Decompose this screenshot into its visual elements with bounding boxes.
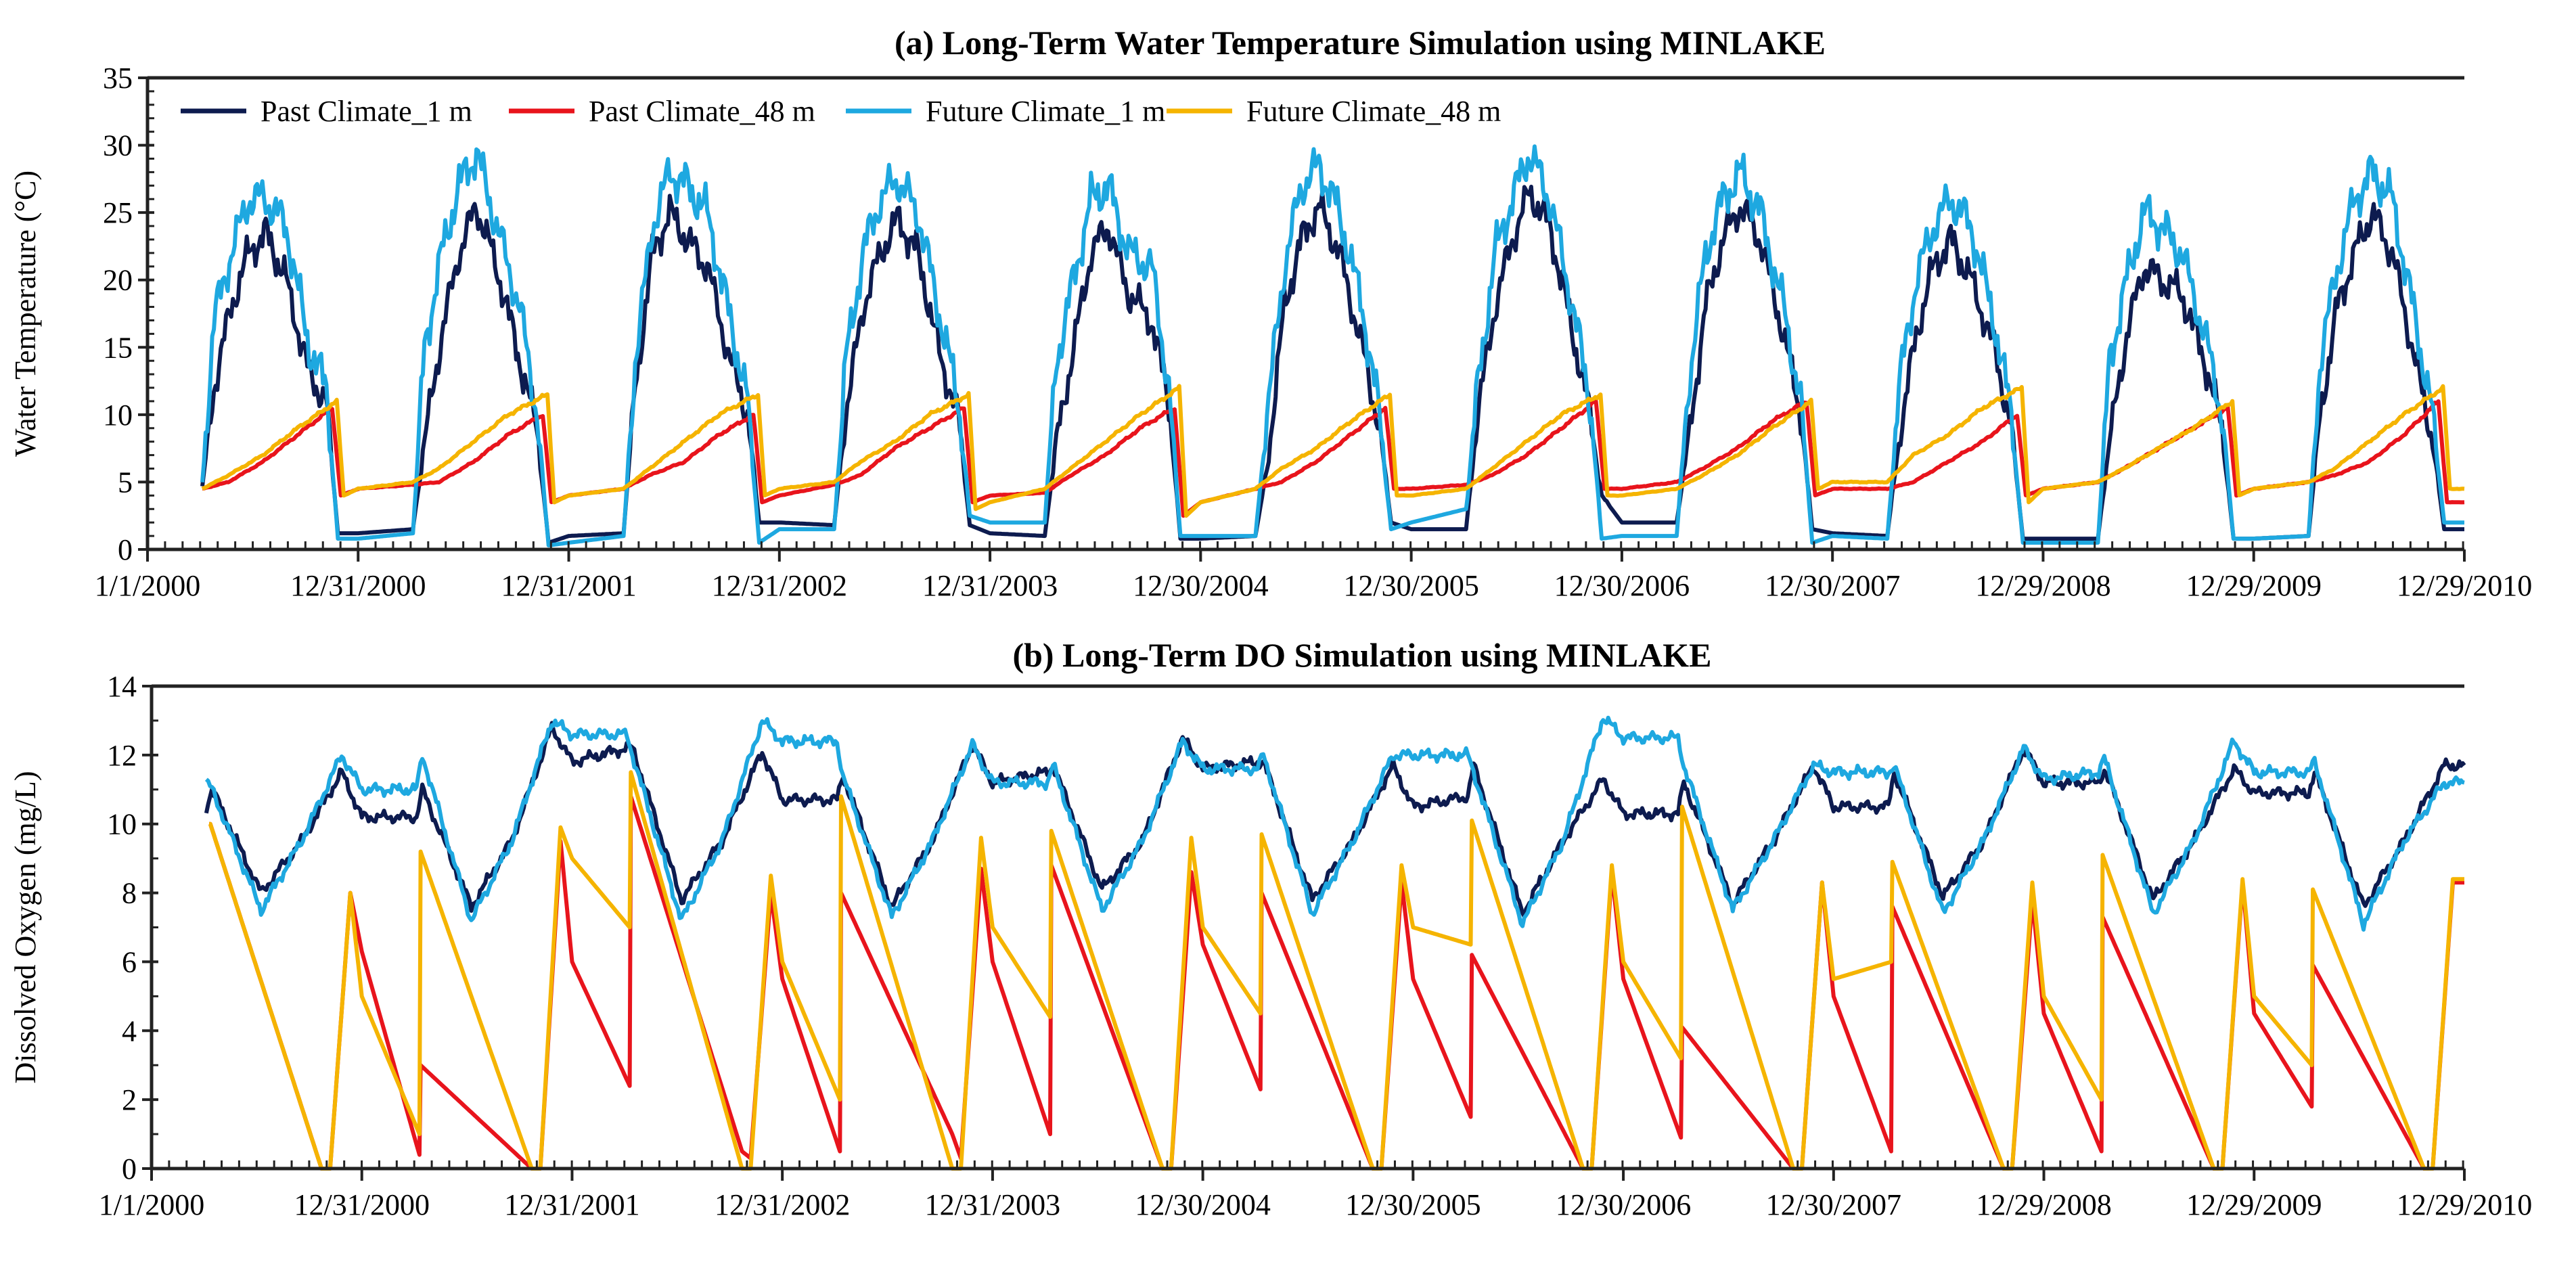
- x-tick-label: 12/31/2000: [290, 569, 426, 602]
- y-tick-label: 0: [118, 533, 133, 566]
- x-tick-label: 12/30/2007: [1766, 1188, 1901, 1221]
- y-tick-label: 0: [122, 1152, 137, 1185]
- x-tick-label: 12/31/2003: [922, 569, 1058, 602]
- legend-item: Past Climate_1 m: [181, 95, 472, 128]
- y-tick-label: 12: [107, 739, 137, 772]
- x-tick-label: 12/29/2008: [1975, 569, 2110, 602]
- x-tick-label: 12/30/2007: [1765, 569, 1900, 602]
- series-line-past-climate-1-m: [200, 185, 2465, 545]
- y-axis-label: Water Temperature (°C): [9, 171, 42, 457]
- y-tick-label: 8: [122, 877, 137, 910]
- chart-title: (a) Long-Term Water Temperature Simulati…: [895, 24, 1826, 62]
- y-tick-label: 30: [103, 129, 133, 162]
- x-tick-label: 12/29/2008: [1976, 1188, 2111, 1221]
- x-tick-label: 12/31/2003: [925, 1188, 1060, 1221]
- y-tick-label: 4: [122, 1014, 137, 1047]
- x-tick-label: 12/30/2006: [1554, 569, 1690, 602]
- x-tick-label: 12/31/2002: [715, 1188, 850, 1221]
- series-group: [200, 144, 2465, 547]
- chart-title: (b) Long-Term DO Simulation using MINLAK…: [1012, 636, 1711, 674]
- y-tick-label: 10: [107, 808, 137, 841]
- series-group: [204, 715, 2466, 1171]
- series-line-future-climate-1-m: [200, 144, 2465, 547]
- x-tick-label: 12/30/2005: [1343, 569, 1478, 602]
- series-line-future-climate-48-m: [201, 384, 2465, 518]
- series-line-past-climate-48-m: [208, 794, 2465, 1171]
- y-axis-label: Dissolved Oxygen (mg/L): [9, 771, 42, 1084]
- y-tick-label: 20: [103, 264, 133, 297]
- series-line-past-climate-1-m: [204, 721, 2466, 919]
- legend-label: Past Climate_48 m: [589, 95, 815, 128]
- y-tick-label: 2: [122, 1083, 137, 1116]
- x-tick-label: 1/1/2000: [99, 1188, 204, 1221]
- legend-item: Future Climate_1 m: [846, 95, 1165, 128]
- x-tick-label: 12/30/2004: [1135, 1188, 1270, 1221]
- x-tick-label: 12/30/2004: [1133, 569, 1268, 602]
- legend-item: Past Climate_48 m: [509, 95, 815, 128]
- x-tick-label: 12/31/2000: [294, 1188, 430, 1221]
- x-tick-label: 12/31/2002: [712, 569, 847, 602]
- legend-label: Past Climate_1 m: [261, 95, 472, 128]
- series-line-future-climate-1-m: [204, 715, 2465, 932]
- x-tick-label: 12/29/2009: [2186, 569, 2322, 602]
- chart-panel-a: (a) Long-Term Water Temperature Simulati…: [9, 24, 2532, 602]
- x-tick-label: 12/29/2009: [2186, 1188, 2322, 1221]
- x-tick-label: 12/30/2006: [1556, 1188, 1691, 1221]
- x-tick-label: 12/30/2005: [1345, 1188, 1481, 1221]
- legend-item: Future Climate_48 m: [1167, 95, 1501, 128]
- y-tick-label: 15: [103, 331, 133, 364]
- legend: Past Climate_1 m Past Climate_48 m Future …: [181, 95, 1501, 128]
- y-tick-label: 5: [118, 466, 133, 499]
- x-tick-label: 12/29/2010: [2397, 569, 2532, 602]
- y-tick-label: 25: [103, 196, 133, 229]
- y-tick-label: 14: [107, 670, 137, 703]
- x-tick-label: 1/1/2000: [95, 569, 200, 602]
- y-tick-label: 6: [122, 945, 137, 978]
- x-tick-label: 12/31/2001: [501, 569, 636, 602]
- legend-label: Future Climate_48 m: [1246, 95, 1501, 128]
- y-tick-label: 35: [103, 62, 133, 95]
- x-tick-label: 12/31/2001: [504, 1188, 639, 1221]
- legend-label: Future Climate_1 m: [926, 95, 1165, 128]
- series-line-future-climate-48-m: [208, 770, 2465, 1171]
- chart-panel-b: (b) Long-Term DO Simulation using MINLAK…: [9, 636, 2532, 1221]
- y-tick-label: 10: [103, 399, 133, 432]
- x-tick-label: 12/29/2010: [2397, 1188, 2532, 1221]
